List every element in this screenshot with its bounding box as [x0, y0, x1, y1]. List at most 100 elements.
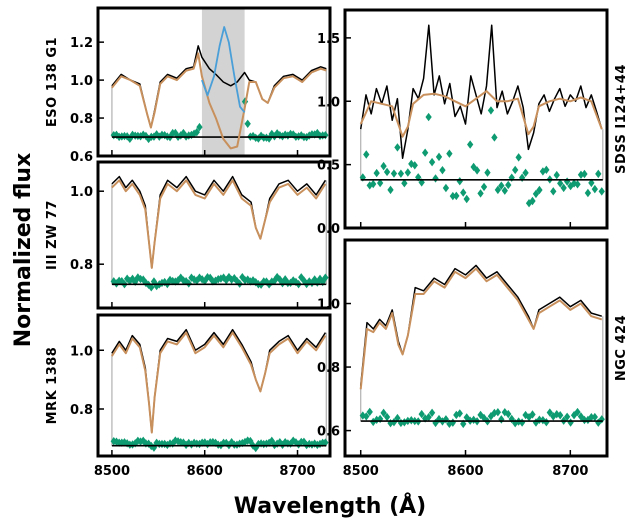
panel-label: SDSS I124+44 [614, 64, 625, 174]
y-tick-label: 0.0 [317, 222, 340, 237]
residual-point [581, 415, 588, 425]
residual-point [271, 276, 278, 286]
x-tick-label: 8500 [94, 464, 130, 479]
residual-point [456, 176, 463, 186]
plot-area [359, 264, 605, 429]
residual-point [295, 440, 302, 449]
masked-spectrum [201, 26, 246, 113]
residual-point [435, 152, 443, 162]
residual-point [477, 410, 484, 420]
residual-point [421, 148, 429, 157]
residual-point [298, 273, 305, 282]
residual-point [467, 140, 474, 149]
residual-point [180, 128, 187, 138]
residual-point [233, 440, 241, 449]
residual-point [397, 169, 405, 178]
residual-point [553, 170, 560, 180]
residual-point [543, 165, 550, 175]
x-axis-label: Wavelength (Å) [234, 493, 426, 519]
residual-point [484, 168, 491, 177]
residual-point [536, 185, 543, 195]
residual-point [470, 162, 477, 172]
residual-point [366, 407, 373, 417]
residual-point [560, 183, 567, 193]
residual-point [591, 412, 598, 422]
residual-point [505, 409, 512, 419]
residual-point [387, 185, 394, 195]
residual-point [595, 169, 602, 179]
residual-point [268, 277, 275, 286]
residual-point [425, 112, 432, 122]
residual-point [591, 184, 598, 194]
observed-spectrum [359, 24, 603, 160]
panel-frame [343, 238, 609, 458]
residual-point [477, 189, 484, 198]
residual-point [322, 438, 329, 447]
residual-point [265, 438, 273, 448]
residual-point [522, 168, 529, 178]
residual-point [394, 413, 401, 423]
panel-frame [96, 313, 332, 458]
panel-ngc: 8500 8600 8700 0.6 0.8 1.0 NGC 424 [317, 238, 625, 479]
residual-points [110, 436, 329, 453]
residual-points [359, 407, 605, 429]
y-tick-label: 1.0 [317, 95, 340, 110]
y-axis-label: Normalized flux [11, 153, 36, 348]
residual-point [494, 407, 502, 417]
y-tick-label: 1.2 [70, 36, 93, 51]
residual-point [370, 179, 377, 189]
residual-point [494, 185, 502, 195]
residual-point [574, 180, 581, 189]
residual-point [298, 131, 305, 140]
residual-point [394, 143, 401, 152]
residual-point [263, 439, 270, 448]
residual-point [460, 188, 467, 197]
x-tick-label: 8700 [552, 464, 588, 479]
residual-point [373, 168, 380, 178]
residual-point [453, 191, 460, 201]
residual-point [164, 440, 171, 450]
residual-point [449, 191, 457, 201]
panel-mrk: 8500 8600 8700 0.8 1.0 MRK 1388 [45, 313, 332, 479]
residual-point [177, 273, 184, 282]
residual-point [470, 415, 477, 425]
residual-point [487, 106, 495, 115]
y-tick-label: 0.8 [70, 258, 93, 273]
plot-area [110, 328, 329, 453]
model-spectrum [359, 90, 603, 138]
x-tick-label: 8600 [187, 464, 223, 479]
residual-point [380, 161, 387, 171]
y-tick-label: 0.6 [70, 150, 93, 165]
y-tick-label: 0.8 [70, 112, 93, 127]
residual-point [268, 436, 275, 446]
residual-point [233, 276, 241, 286]
panel-eso: 0.6 0.8 1.0 1.2 ESO 138 G1 [45, 6, 332, 165]
residual-point [411, 161, 418, 170]
model-spectrum [111, 331, 327, 434]
residual-point [425, 413, 432, 422]
residual-point [529, 196, 536, 206]
panel-label: III ZW 77 [45, 200, 60, 270]
plot-area [110, 175, 329, 292]
panel-frame [343, 8, 609, 230]
residual-point [529, 410, 536, 419]
y-tick-label: 0.8 [70, 403, 93, 418]
residual-point [322, 273, 329, 282]
residual-point [439, 165, 446, 175]
residual-point [380, 408, 387, 418]
residual-point [201, 438, 208, 447]
residual-point [557, 179, 564, 188]
panel-label: NGC 424 [614, 315, 625, 381]
residual-point [563, 412, 571, 421]
residual-point [376, 178, 384, 188]
residual-point [480, 182, 488, 192]
residual-point [543, 418, 550, 427]
residual-point [193, 276, 200, 285]
residual-point [498, 181, 505, 190]
x-tick-label: 8500 [343, 464, 379, 479]
residual-point [363, 150, 370, 159]
residual-point [140, 436, 147, 445]
residual-point [244, 119, 251, 128]
